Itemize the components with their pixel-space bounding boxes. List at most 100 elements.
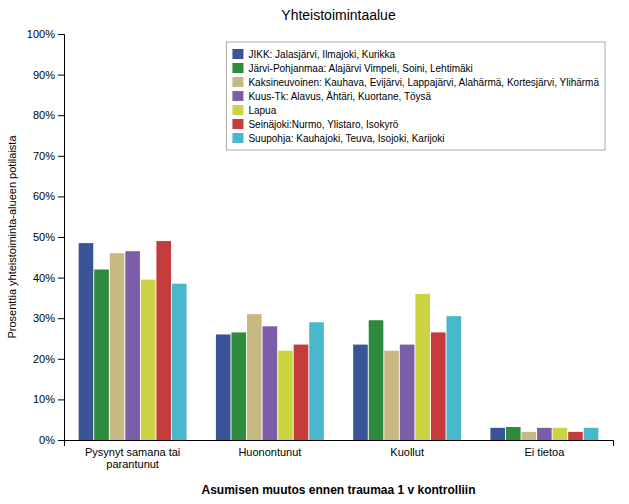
y-tick: 70% — [33, 150, 64, 162]
bar — [384, 351, 399, 440]
bar-series — [79, 243, 505, 440]
legend-item: Järvi-Pohjanmaa: Alajärvi Vimpeli, Soini… — [232, 63, 472, 74]
y-tick-label: 20% — [33, 353, 55, 365]
bar — [141, 280, 156, 440]
bar — [506, 427, 521, 440]
bar — [94, 269, 109, 440]
x-tick: Ei tietoa — [525, 446, 566, 458]
x-axis: Pysynyt samana taiparantunut Huonontunut K… — [65, 441, 614, 471]
bar — [353, 345, 368, 440]
bar — [490, 428, 505, 440]
legend-item: Suupohja: Kauhajoki, Teuva, Isojoki, Kar… — [232, 133, 444, 144]
legend: JIKK: Jalasjärvi, Ilmajoki, Kurikka Järvi… — [226, 42, 605, 150]
bar — [584, 428, 599, 440]
bar — [79, 243, 94, 440]
y-tick-label: 40% — [33, 272, 55, 284]
bar — [522, 432, 537, 440]
y-tick-mark — [58, 156, 64, 157]
y-tick: 60% — [33, 190, 64, 202]
bar — [400, 345, 415, 440]
x-tick: Pysynyt samana taiparantunut — [85, 446, 180, 471]
bar — [431, 332, 446, 440]
bar — [294, 345, 309, 440]
y-tick: 80% — [33, 109, 64, 121]
y-tick-mark — [58, 75, 64, 76]
bar — [110, 253, 125, 440]
y-tick: 50% — [33, 231, 64, 243]
bar — [446, 316, 461, 440]
legend-item: JIKK: Jalasjärvi, Ilmajoki, Kurikka — [232, 49, 395, 60]
bar — [247, 314, 262, 440]
x-tick: Huonontunut — [238, 446, 301, 458]
y-tick-mark — [58, 196, 64, 197]
bar — [369, 320, 384, 440]
bar — [156, 241, 171, 440]
legend-label: Kuus-Tk: Alavus, Ähtäri, Kuortane, Töysä — [248, 91, 431, 102]
bar — [415, 294, 430, 440]
legend-swatch — [232, 91, 243, 101]
y-tick: 30% — [33, 312, 64, 324]
plot: 0% 10% 20% 30% 40% 50% 60% 70% 80% 90% 100% Pysynyt… — [27, 28, 614, 470]
y-tick-label: 60% — [33, 190, 55, 202]
legend-frame — [226, 42, 605, 150]
bars — [79, 241, 599, 440]
y-tick: 90% — [33, 69, 64, 81]
legend-label: Lapua — [248, 105, 276, 116]
y-tick-mark — [58, 318, 64, 319]
y-tick: 10% — [33, 393, 64, 405]
legend-item: Seinäjoki:Nurmo, Ylistaro, Isokyrö — [232, 119, 398, 130]
legend-swatch — [232, 119, 243, 129]
y-tick: 40% — [33, 272, 64, 284]
y-tick-label: 10% — [33, 393, 55, 405]
title: Yhteistoimintaalue — [281, 7, 396, 23]
bar — [231, 332, 246, 440]
chart: 0% 10% 20% 30% 40% 50% 60% 70% 80% 90% 100% Pysynyt… — [0, 0, 629, 504]
bar — [537, 428, 552, 440]
bar — [263, 326, 278, 440]
y-tick-label: 80% — [33, 109, 55, 121]
bar-series — [125, 251, 551, 440]
y-tick-label: 90% — [33, 69, 55, 81]
y-tick-mark — [58, 237, 64, 238]
legend-label: JIKK: Jalasjärvi, Ilmajoki, Kurikka — [248, 49, 395, 60]
legend-swatch — [232, 105, 243, 115]
legend-label: Järvi-Pohjanmaa: Alajärvi Vimpeli, Soini… — [248, 63, 472, 74]
y-tick: 0% — [39, 434, 64, 446]
bar-series — [141, 280, 567, 440]
x-tick-label: Pysynyt samana taiparantunut — [85, 446, 180, 471]
bar — [216, 334, 231, 440]
bar — [309, 322, 324, 440]
y-tick-mark — [58, 440, 64, 441]
bar — [278, 351, 293, 440]
bar-series — [110, 253, 536, 440]
y-tick-label: 30% — [33, 312, 55, 324]
legend-label: Seinäjoki:Nurmo, Ylistaro, Isokyrö — [248, 119, 398, 130]
y-tick-label: 100% — [27, 28, 55, 40]
legend-swatch — [232, 63, 243, 73]
legend-swatch — [232, 49, 243, 59]
y-tick-mark — [58, 359, 64, 360]
x-tick-label: Huonontunut — [238, 446, 301, 458]
bar-series — [172, 284, 598, 440]
x-axis-title: Asumisen muutos ennen traumaa 1 v kontro… — [201, 483, 475, 497]
y-tick-mark — [58, 115, 64, 116]
legend-item: Kuus-Tk: Alavus, Ähtäri, Kuortane, Töysä — [232, 91, 431, 102]
legend-item: Lapua — [232, 105, 276, 116]
y-tick-mark — [58, 34, 64, 35]
bar — [568, 432, 583, 440]
y-axis-title: Prosenttia yhteistoiminta-alueen potilai… — [6, 135, 18, 339]
x-tick-label: Ei tietoa — [525, 446, 566, 458]
bar — [553, 428, 568, 440]
legend-label: Kaksineuvoinen: Kauhava, Evijärvi, Lappa… — [248, 77, 599, 88]
x-tick: Kuollut — [390, 446, 424, 458]
bar — [172, 284, 187, 440]
y-tick-mark — [58, 399, 64, 400]
legend-swatch — [232, 133, 243, 143]
y-tick-mark — [58, 278, 64, 279]
y-tick-label: 0% — [39, 434, 55, 446]
y-tick: 20% — [33, 353, 64, 365]
y-tick-label: 50% — [33, 231, 55, 243]
legend-swatch — [232, 77, 243, 87]
x-tick-label: Kuollut — [390, 446, 424, 458]
y-axis-line — [58, 35, 65, 441]
